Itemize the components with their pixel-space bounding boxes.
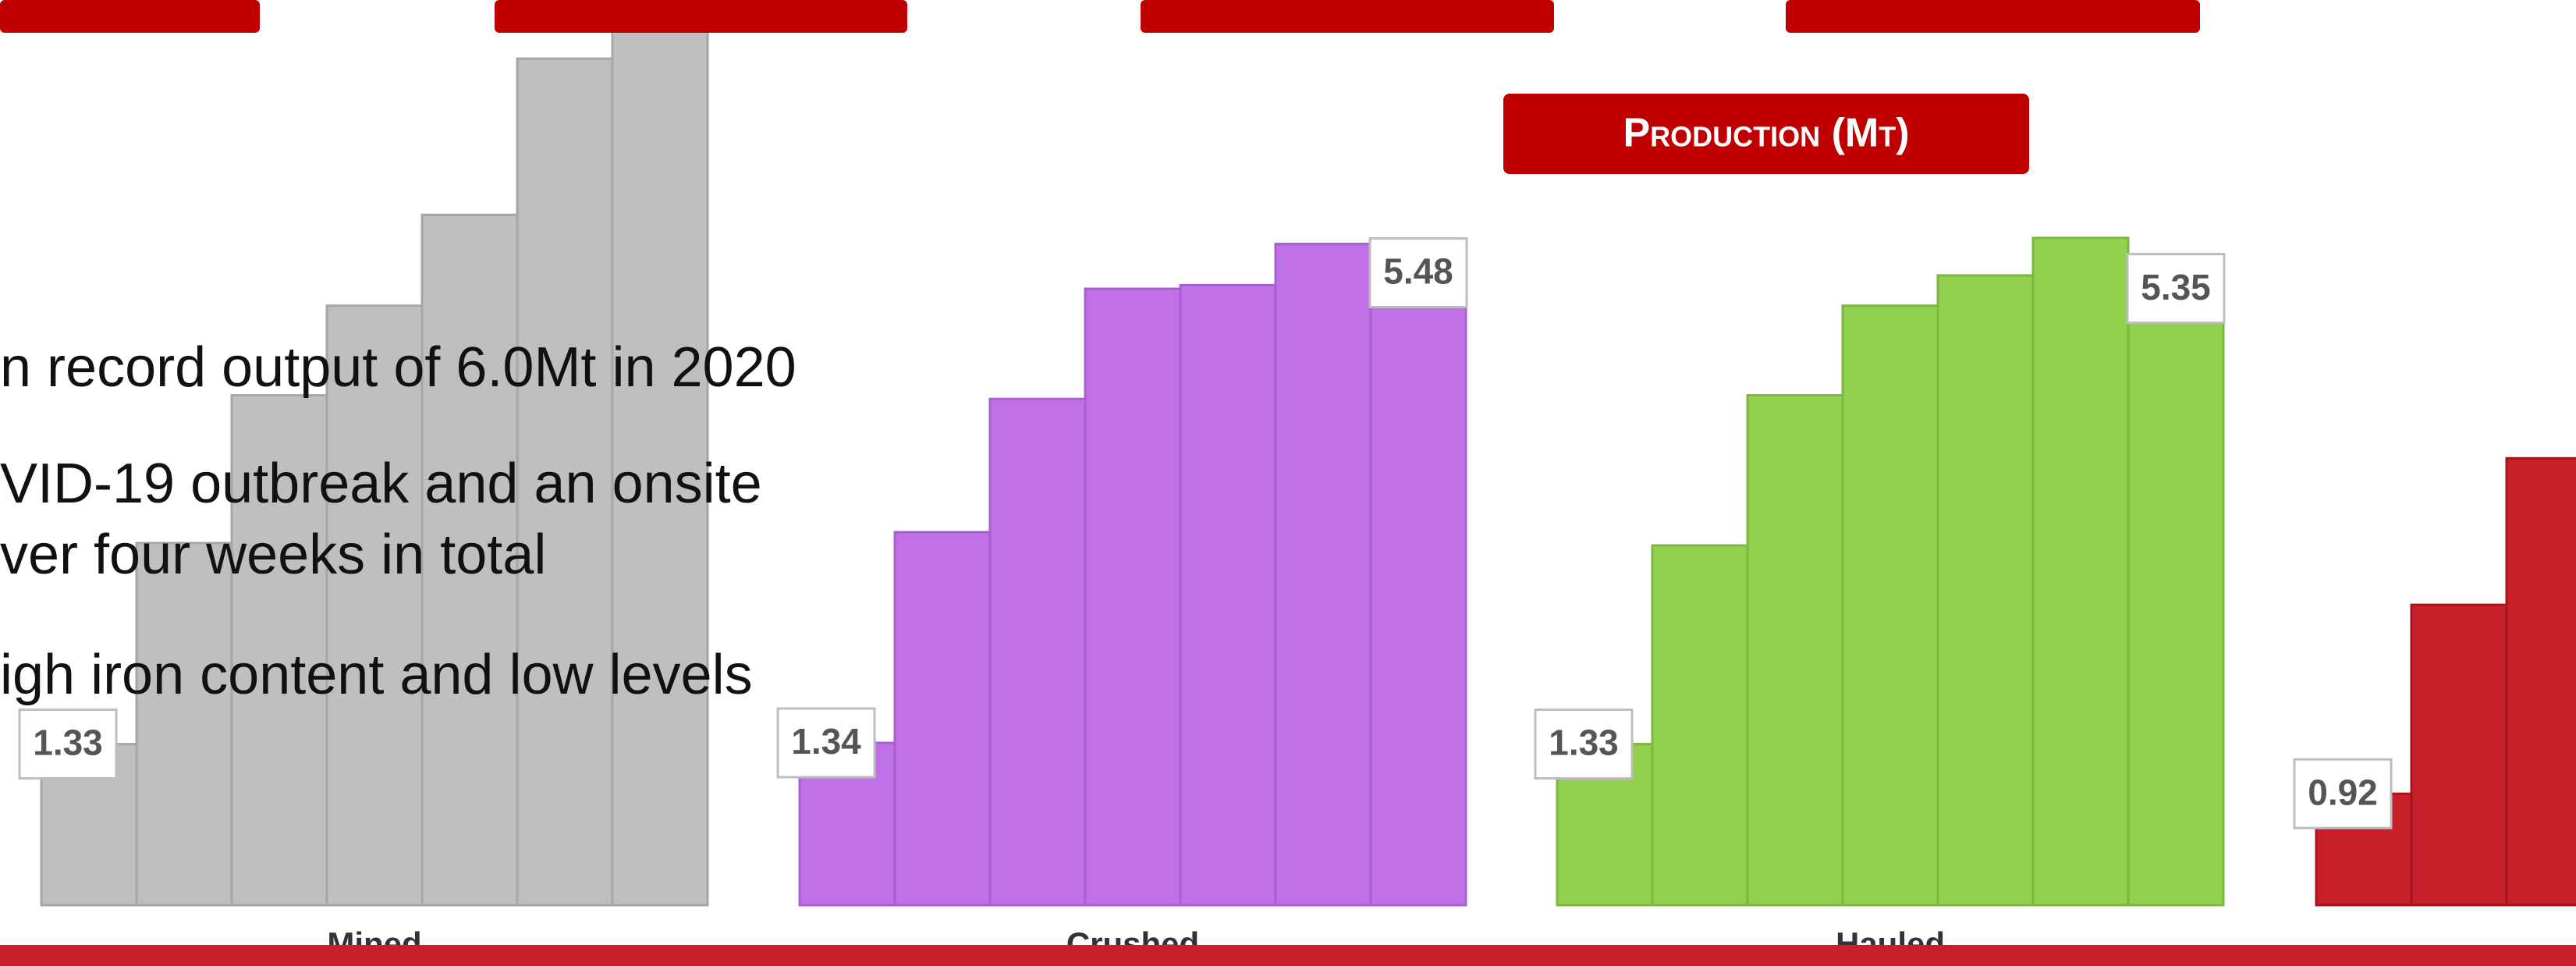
label-box bbox=[2293, 758, 2393, 829]
bar bbox=[1179, 283, 1277, 907]
label-box bbox=[1534, 709, 1634, 780]
data-label: 1.34 bbox=[776, 707, 876, 779]
bar bbox=[1936, 274, 2035, 907]
tab bbox=[495, 0, 907, 33]
bar bbox=[611, 0, 709, 907]
tab bbox=[0, 0, 260, 33]
value-label: 1.33 bbox=[33, 723, 103, 763]
label-box bbox=[2126, 253, 2226, 325]
data-label: 5.48 bbox=[1368, 237, 1468, 309]
data-label: 1.33 bbox=[18, 709, 118, 780]
data-label: 1.33 bbox=[1534, 709, 1634, 780]
bar-charts: 1.337.851.345.481.335.350.92 bbox=[18, 0, 2576, 907]
bar bbox=[135, 542, 233, 907]
bar bbox=[420, 213, 519, 907]
bullets: n record output of 6.0Mt in 2020 VID-19 … bbox=[0, 336, 797, 706]
bullet: VID-19 outbreak and an onsite bbox=[0, 453, 762, 515]
bar bbox=[988, 397, 1087, 907]
footer-band bbox=[0, 945, 2576, 966]
bullet: igh iron content and low levels bbox=[0, 644, 753, 706]
data-label: 5.35 bbox=[2126, 253, 2226, 325]
label-box bbox=[18, 709, 118, 780]
bar bbox=[325, 304, 424, 907]
header: Production (Mt) bbox=[1623, 111, 1909, 156]
bar bbox=[2031, 236, 2130, 907]
value-label: 1.34 bbox=[791, 721, 861, 762]
label-box bbox=[776, 707, 876, 779]
bar bbox=[2127, 256, 2225, 907]
header-box bbox=[1503, 94, 2029, 174]
bar bbox=[1841, 304, 1939, 907]
bullet: n record output of 6.0Mt in 2020 bbox=[0, 336, 797, 399]
value-label: 0.92 bbox=[2308, 772, 2378, 812]
bar bbox=[2505, 456, 2576, 907]
bar bbox=[1369, 240, 1467, 907]
tab bbox=[1141, 0, 1554, 33]
bar bbox=[1084, 287, 1182, 907]
bar bbox=[230, 394, 328, 907]
bar bbox=[1651, 544, 1749, 907]
bullet: ver four weeks in total bbox=[0, 524, 546, 586]
label-box bbox=[1368, 237, 1468, 309]
value-label: 5.35 bbox=[2141, 267, 2211, 307]
top-tabs bbox=[0, 0, 2200, 33]
bar bbox=[893, 531, 992, 907]
bar bbox=[1274, 243, 1372, 907]
bar bbox=[516, 57, 614, 907]
value-label: 5.48 bbox=[1383, 251, 1453, 292]
data-label: 0.92 bbox=[2293, 758, 2393, 829]
value-label: 1.33 bbox=[1549, 723, 1619, 763]
tab bbox=[1786, 0, 2200, 33]
bar bbox=[1746, 394, 1844, 907]
bar bbox=[2410, 603, 2508, 907]
